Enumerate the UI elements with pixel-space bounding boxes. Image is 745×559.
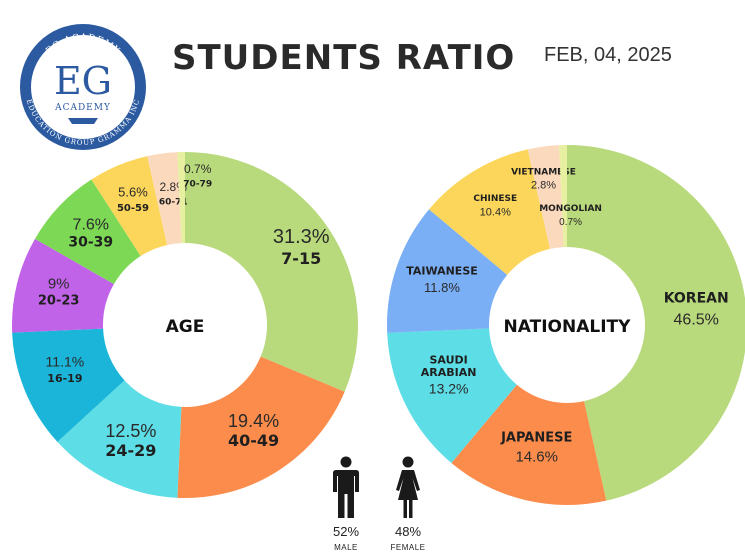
eg-academy-logo: EG ACADEMY EDUCATION GROUP GRAMMA INC EG…	[20, 24, 146, 150]
nationality-label-saudi-arabian: SAUDI	[430, 353, 468, 366]
age-label-7-15: 7-15	[281, 249, 321, 268]
age-value-7-15: 31.3%	[273, 226, 330, 248]
age-center-label: AGE	[166, 317, 205, 337]
nationality-slice-chinese	[429, 149, 550, 275]
nationality-slice-vietnamese	[527, 145, 564, 249]
age-value-50-59: 5.6%	[118, 184, 148, 199]
nationality-label-mongolian: MONGOLIAN	[539, 204, 602, 214]
age-value-70-79: 0.7%	[184, 162, 212, 176]
age-value-24-29: 12.5%	[105, 421, 156, 441]
report-date: FEB, 04, 2025	[544, 44, 672, 66]
logo-middle-text: ACADEMY	[54, 103, 111, 113]
page-title: STUDENTS RATIO	[172, 38, 516, 78]
male-percent: 52%	[332, 524, 360, 539]
nationality-slice-korean	[567, 145, 745, 501]
age-label-50-59: 50-59	[117, 203, 149, 214]
nationality-value-taiwanese: 11.8%	[424, 280, 460, 295]
age-value-40-49: 19.4%	[228, 411, 279, 431]
male-person-icon	[333, 456, 359, 518]
age-label-16-19: 16-19	[47, 372, 82, 385]
nationality-slice-japanese	[451, 384, 607, 506]
nationality-value-saudi-arabian: 13.2%	[429, 381, 469, 397]
nationality-label-chinese: CHINESE	[473, 194, 517, 204]
nationality-value-mongolian: 0.7%	[559, 217, 582, 228]
age-label-20-23: 20-23	[38, 294, 80, 309]
age-slice-70-79	[177, 152, 185, 244]
age-value-20-23: 9%	[48, 275, 70, 292]
nationality-slice-saudi-arabian	[387, 328, 517, 463]
nationality-label-japanese: JAPANESE	[500, 430, 572, 445]
age-label-24-29: 24-29	[105, 441, 156, 460]
age-slice-40-49	[177, 356, 345, 498]
nationality-value-japanese: 14.6%	[515, 449, 558, 466]
age-label-30-39: 30-39	[68, 235, 113, 251]
female-percent: 48%	[394, 524, 422, 539]
logo-initials: EG	[54, 59, 112, 103]
age-donut-chart: 31.3%7-15 19.4%40-49 12.5%24-29 11.1% 16-19 9…	[12, 152, 358, 498]
female-label: FEMALE	[390, 543, 426, 552]
age-value-30-39: 7.6%	[73, 216, 109, 233]
age-slice-16-19	[12, 328, 125, 442]
age-slice-60-71	[147, 152, 182, 245]
age-slice-24-29	[57, 380, 182, 498]
nationality-center-label: NATIONALITY	[504, 317, 632, 337]
age-slice-30-39	[34, 179, 141, 285]
age-label-70-79: 70-79	[183, 179, 212, 189]
nationality-label-saudi-arabian: ARABIAN	[421, 366, 477, 379]
age-label-40-49: 40-49	[228, 431, 279, 450]
nationality-slice-mongolian	[559, 145, 567, 248]
nationality-label-taiwanese: TAIWANESE	[406, 265, 478, 278]
ship-icon	[68, 118, 98, 124]
nationality-slice-taiwanese	[387, 209, 508, 333]
female-person-icon	[396, 456, 420, 518]
age-slice-50-59	[91, 156, 168, 257]
nationality-value-chinese: 10.4%	[480, 206, 511, 218]
age-label-60-71: 60-71	[159, 198, 188, 208]
male-label: MALE	[334, 543, 358, 552]
nationality-label-korean: KOREAN	[664, 291, 729, 307]
age-value-16-19: 11.1%	[46, 354, 85, 370]
nationality-label-vietnamese: VIETNAMESE	[511, 167, 576, 177]
age-slice-20-23	[12, 238, 114, 333]
age-slice-7-15	[185, 152, 358, 392]
nationality-value-korean: 46.5%	[674, 311, 719, 328]
nationality-value-vietnamese: 2.8%	[531, 179, 556, 191]
